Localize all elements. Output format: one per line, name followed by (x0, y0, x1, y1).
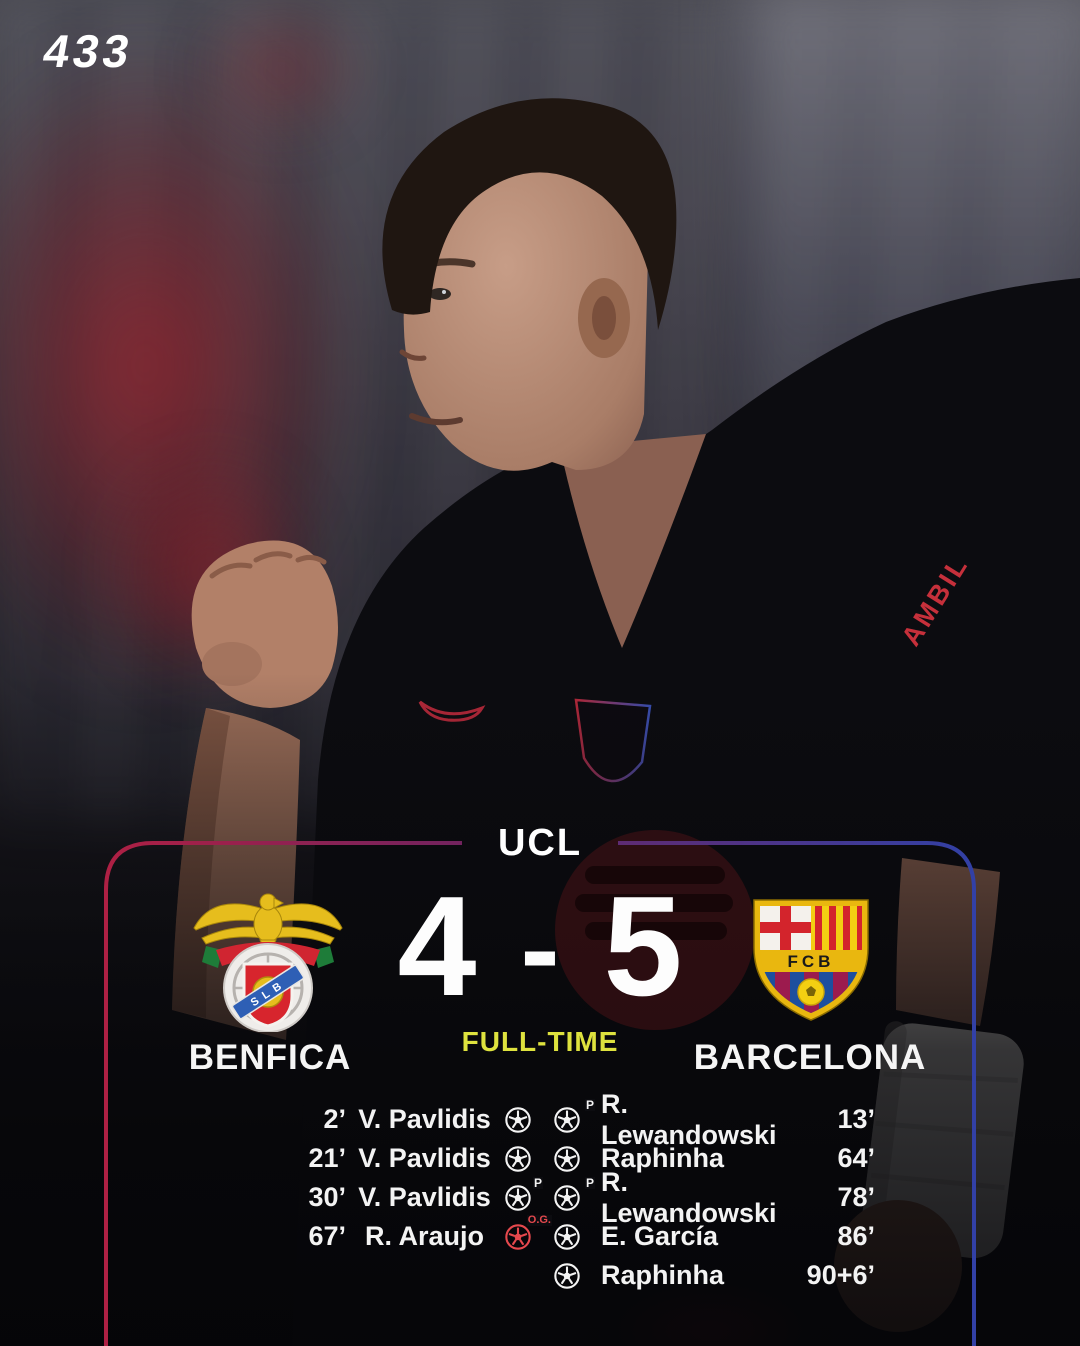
home-team-name: BENFICA (188, 1038, 352, 1077)
full-time-status: FULL-TIME (461, 1026, 619, 1057)
own-goal-badge: O.G. (526, 1213, 552, 1226)
goal-minute: 30’ (308, 1182, 346, 1212)
watermark-ball-icon (555, 830, 755, 1030)
goal-scorer-name: R. Lewandowski (601, 1088, 777, 1150)
barcelona-crest-letters: FCB (788, 952, 835, 971)
goal-minute: 64’ (837, 1143, 875, 1173)
goal-scorer-name: R. Lewandowski (601, 1166, 777, 1228)
goal-row: P O.G. E. García 86’ (553, 1217, 875, 1256)
score-separator: - (520, 883, 560, 1015)
competition-label: UCL (497, 822, 583, 864)
goal-minute: 67’ (308, 1221, 346, 1251)
penalty-badge: P (584, 1097, 595, 1112)
football-icon: P O.G. (553, 1098, 595, 1134)
away-team-name: BARCELONA (693, 1038, 927, 1077)
home-scorers-list: 2’ V. Pavlidis P O.G. 21’ V. Pav (280, 1100, 552, 1256)
goal-scorer-name: Raphinha (601, 1260, 725, 1290)
goal-row: P O.G. R. Lewandowski 13’ (553, 1089, 875, 1150)
goal-scorer-name: V. Pavlidis (358, 1143, 491, 1173)
goal-row: 21’ V. Pavlidis P O.G. (280, 1139, 535, 1178)
goal-minute: 13’ (837, 1104, 875, 1134)
football-icon: P O.G. (553, 1262, 587, 1290)
benfica-crest-icon: SLB (193, 893, 343, 1032)
home-score: 4 (397, 867, 477, 1026)
goal-row: P O.G. Raphinha 90+6’ (553, 1256, 875, 1295)
goal-row: 67’ R. Araujo P O.G. (280, 1214, 552, 1256)
away-scorers-list: P O.G. R. Lewandowski 13’ P O. (553, 1089, 875, 1295)
433-logo: 433 (39, 25, 138, 77)
goal-scorer-name: V. Pavlidis (358, 1182, 491, 1212)
goal-minute: 2’ (323, 1104, 346, 1134)
football-icon: P O.G. (553, 1145, 587, 1173)
football-icon: P O.G. (553, 1223, 587, 1251)
goal-row: 30’ V. Pavlidis P O.G. (280, 1176, 543, 1217)
goal-minute: 86’ (837, 1221, 875, 1251)
football-icon: P O.G. (553, 1176, 595, 1212)
football-icon: P O.G. (501, 1214, 552, 1251)
goal-minute: 90+6’ (806, 1260, 875, 1290)
goal-row: 2’ V. Pavlidis P O.G. (280, 1100, 535, 1139)
goal-scorer-name: E. García (601, 1221, 719, 1251)
away-score: 5 (603, 867, 683, 1026)
goal-scorer-name: V. Pavlidis (358, 1104, 491, 1134)
goal-row: P O.G. Raphinha 64’ (553, 1139, 875, 1178)
goal-minute: 78’ (837, 1182, 875, 1212)
goal-minute: 21’ (308, 1143, 346, 1173)
football-icon: P O.G. (501, 1145, 535, 1173)
goal-scorer-name: Raphinha (601, 1143, 725, 1173)
football-icon: P O.G. (501, 1176, 543, 1212)
goal-row: P O.G. R. Lewandowski 78’ (553, 1167, 875, 1228)
football-icon: P O.G. (501, 1106, 535, 1134)
penalty-badge: P (532, 1175, 543, 1190)
barcelona-crest-icon: FCB (753, 899, 869, 1021)
penalty-badge: P (584, 1175, 595, 1190)
goal-scorer-name: R. Araujo (364, 1221, 484, 1251)
